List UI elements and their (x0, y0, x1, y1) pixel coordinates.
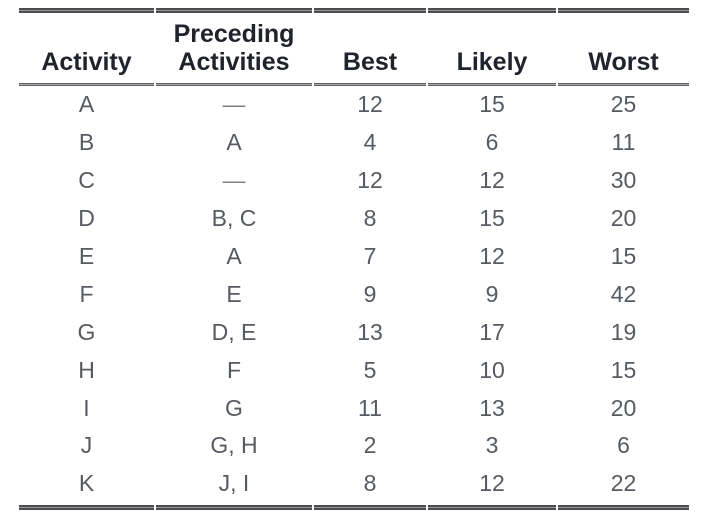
cell-preceding-activities: G (225, 394, 243, 421)
cell-activity: F (79, 280, 94, 307)
cell-activity: C (78, 167, 95, 194)
table-row: J G, H 2 3 6 (18, 427, 690, 465)
table-row: B A 4 6 11 (18, 124, 690, 162)
cell-activity: H (78, 356, 95, 383)
column-header-label: Best (342, 48, 398, 76)
column-header-label: Activity (41, 48, 132, 76)
cell-best: 8 (363, 470, 377, 497)
table-header-row: Activity Preceding Activities Best Likel… (18, 13, 690, 83)
column-header-worst: Worst (557, 48, 690, 76)
cell-preceding-activities: B, C (211, 205, 257, 232)
cell-worst: 25 (610, 91, 637, 118)
cell-best: 12 (357, 91, 383, 118)
rule-segment (314, 8, 426, 13)
cell-likely: 3 (485, 432, 499, 459)
cell-activity: E (78, 243, 95, 269)
cell-activity: J (80, 432, 93, 459)
column-header-label-line1: Preceding (173, 20, 295, 48)
cell-worst: 15 (610, 356, 637, 383)
cell-best: 4 (363, 129, 377, 156)
cell-best: 8 (363, 205, 377, 232)
table-row: F E 9 9 42 (18, 275, 690, 313)
table-body: A — 12 15 25 B A 4 6 11 C — 12 12 30 (18, 86, 690, 503)
cell-preceding-activities: D, E (211, 318, 257, 345)
rule-segment (156, 83, 312, 86)
rule-segment (19, 83, 154, 86)
column-header-activity: Activity (18, 48, 155, 76)
cell-activity: B (78, 129, 95, 156)
table-row: E A 7 12 15 (18, 238, 690, 276)
activity-estimates-table: Activity Preceding Activities Best Likel… (18, 8, 690, 510)
cell-activity: G (77, 318, 96, 345)
rule-segment (428, 83, 556, 86)
rule-segment (314, 504, 426, 510)
cell-worst: 19 (610, 318, 637, 345)
table-row: H F 5 10 15 (18, 351, 690, 389)
table-row: K J, I 8 12 22 (18, 465, 690, 503)
column-header-label: Worst (588, 48, 659, 76)
table-bottom-rule (18, 504, 690, 510)
rule-segment (19, 504, 154, 510)
cell-likely: 12 (479, 167, 505, 194)
cell-best: 9 (363, 280, 377, 307)
cell-likely: 12 (479, 470, 505, 497)
cell-best: 13 (357, 318, 383, 345)
table-row: G D, E 13 17 19 (18, 313, 690, 351)
cell-worst: 15 (610, 243, 637, 269)
cell-likely: 17 (479, 318, 505, 345)
cell-preceding-activities: — (222, 91, 246, 118)
rule-segment (156, 8, 312, 13)
cell-activity: K (78, 470, 95, 497)
cell-activity: I (83, 394, 90, 421)
cell-preceding-activities: — (222, 167, 246, 194)
rule-segment (314, 83, 426, 86)
rule-segment (558, 83, 689, 86)
cell-likely: 13 (479, 394, 505, 421)
rule-segment (428, 504, 556, 510)
cell-preceding-activities: A (226, 129, 242, 156)
table-row: I G 11 13 20 (18, 389, 690, 427)
cell-best: 2 (363, 432, 377, 459)
cell-worst: 20 (610, 394, 637, 421)
cell-worst: 11 (611, 129, 636, 156)
column-header-label-line2: Activities (178, 48, 290, 76)
table-row: D B, C 8 15 20 (18, 200, 690, 238)
cell-activity: D (78, 205, 95, 232)
cell-best: 5 (363, 356, 377, 383)
rule-segment (156, 504, 312, 510)
cell-likely: 6 (485, 129, 499, 156)
column-header-likely: Likely (427, 48, 557, 76)
cell-preceding-activities: A (226, 243, 242, 269)
cell-preceding-activities: F (226, 356, 242, 383)
column-header-preceding-activities: Preceding Activities (155, 20, 313, 76)
cell-worst: 20 (610, 205, 637, 232)
cell-preceding-activities: E (226, 280, 242, 307)
cell-likely: 9 (485, 280, 499, 307)
table-row: A — 12 15 25 (18, 86, 690, 124)
cell-preceding-activities: J, I (218, 470, 250, 497)
cell-likely: 12 (479, 243, 505, 269)
cell-best: 7 (363, 243, 377, 269)
table-row: C — 12 12 30 (18, 162, 690, 200)
cell-likely: 15 (479, 205, 505, 232)
rule-segment (428, 8, 556, 13)
cell-preceding-activities: G, H (210, 432, 258, 459)
cell-best: 12 (357, 167, 383, 194)
rule-segment (558, 504, 689, 510)
cell-best: 11 (358, 394, 382, 421)
cell-activity: A (78, 91, 95, 118)
cell-worst: 42 (610, 280, 637, 307)
cell-worst: 30 (610, 167, 637, 194)
table-header-separator-rule (18, 83, 690, 86)
cell-worst: 22 (610, 470, 637, 497)
column-header-label: Likely (456, 48, 528, 76)
column-header-best: Best (313, 48, 427, 76)
rule-segment (19, 8, 154, 13)
cell-likely: 10 (479, 356, 505, 383)
cell-worst: 6 (617, 432, 630, 459)
rule-segment (558, 8, 689, 13)
table-top-rule (18, 8, 690, 13)
cell-likely: 15 (479, 91, 505, 118)
